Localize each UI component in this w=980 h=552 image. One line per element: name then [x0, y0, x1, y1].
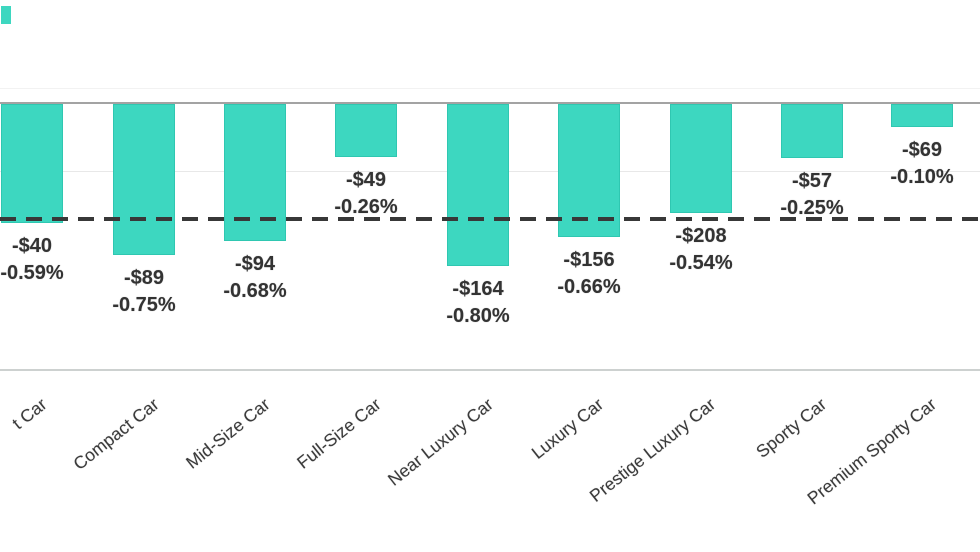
category-label: Luxury Car [528, 394, 608, 463]
bar-percent-value: -0.26% [334, 196, 398, 218]
zero-axis-line [0, 102, 980, 104]
category-label: Compact Car [69, 394, 163, 474]
bar-dollar-value: -$89 [123, 267, 165, 289]
bar [335, 104, 397, 157]
category-label: Near Luxury Car [383, 394, 497, 490]
bar-dollar-value: -$164 [452, 278, 504, 300]
gridline [0, 88, 980, 89]
cropped-bar-fragment [1, 6, 11, 24]
bar-dollar-value: -$94 [234, 253, 276, 275]
bar-value-label: -$89 -0.75% [69, 265, 219, 319]
bar-value-label: -$208 -0.54% [626, 223, 776, 277]
bar [670, 104, 732, 213]
category-label: Full-Size Car [292, 394, 385, 473]
bar-percent-value: -0.54% [669, 252, 733, 274]
bar-value-label: -$40 -0.59% [0, 233, 107, 287]
bar-value-label: -$94 -0.68% [180, 251, 330, 305]
bar-percent-value: -0.68% [223, 280, 287, 302]
bar-percent-value: -0.59% [0, 262, 64, 284]
bar-value-label: -$57 -0.25% [737, 168, 887, 222]
bar-value-label: -$69 -0.10% [847, 137, 980, 191]
bar-dollar-value: -$40 [11, 235, 53, 257]
bar [1, 104, 63, 223]
bar-percent-value: -0.66% [557, 276, 621, 298]
bar [113, 104, 175, 255]
bar-percent-value: -0.75% [112, 294, 176, 316]
bar-value-label: -$49 -0.26% [291, 167, 441, 221]
average-dashed-line [0, 217, 980, 221]
bar-dollar-value: -$69 [901, 139, 943, 161]
bar-dollar-value: -$208 [675, 225, 727, 247]
bar-value-label: -$156 -0.66% [514, 247, 664, 301]
bar-percent-value: -0.10% [890, 166, 954, 188]
category-label: Mid-Size Car [181, 394, 274, 473]
bar [558, 104, 620, 237]
bar-percent-value: -0.25% [780, 197, 844, 219]
bar-dollar-value: -$57 [791, 170, 833, 192]
bar-percent-value: -0.80% [446, 305, 510, 327]
category-label: Sporty Car [752, 394, 831, 462]
bar-dollar-value: -$49 [345, 169, 387, 191]
bottom-axis-line [0, 369, 980, 371]
bar [891, 104, 953, 127]
bar-value-label: -$164 -0.80% [403, 276, 553, 330]
bar [447, 104, 509, 266]
bar-dollar-value: -$156 [563, 249, 615, 271]
bar [781, 104, 843, 158]
category-label: t Car [8, 394, 51, 434]
